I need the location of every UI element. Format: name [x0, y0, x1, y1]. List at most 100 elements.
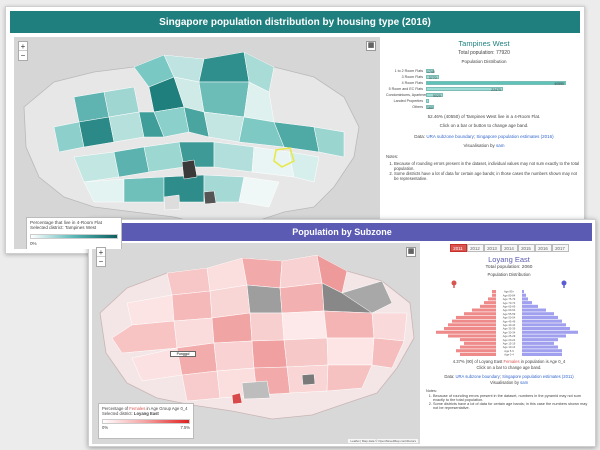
- housing-bar-row[interactable]: 3 Room Flats 3770: [386, 74, 582, 80]
- male-bar[interactable]: [522, 297, 528, 301]
- female-bar[interactable]: [456, 349, 496, 353]
- credit-link[interactable]: sam: [520, 380, 529, 385]
- year-tab-2015[interactable]: 2015: [517, 244, 535, 252]
- data-prefix: Data:: [414, 134, 426, 139]
- data-link-population[interactable]: Singapore population estimates (2011): [502, 374, 574, 379]
- female-bar[interactable]: [460, 352, 496, 356]
- legend-line1-pre: Percentage of: [102, 406, 130, 411]
- male-bar[interactable]: [522, 323, 566, 327]
- age-band-label: Age 60-64: [503, 308, 516, 312]
- notes-list: Because of rounding errors present in th…: [394, 161, 582, 181]
- female-icon: [451, 280, 457, 288]
- housing-legend-line2: Selected district: Tampines West: [30, 225, 97, 230]
- housing-hint: Click on a bar or button to change age b…: [439, 123, 529, 128]
- housing-bar-row[interactable]: Landed Properties: [386, 98, 582, 104]
- housing-bar-label: 4 Room Flats: [401, 81, 423, 85]
- male-bar[interactable]: [522, 304, 538, 308]
- year-tab-2016[interactable]: 2016: [534, 244, 552, 252]
- housing-bar-label: 3 Room Flats: [401, 75, 423, 79]
- male-bar[interactable]: [522, 301, 532, 305]
- male-bar[interactable]: [522, 290, 524, 294]
- map-hover-tooltip: Punggol: [170, 351, 196, 357]
- male-bar[interactable]: [522, 352, 562, 356]
- female-bar[interactable]: [460, 345, 496, 349]
- notes: Notes: Because of rounding errors presen…: [424, 389, 594, 410]
- year-tab-2014[interactable]: 2014: [500, 244, 518, 252]
- female-bar[interactable]: [464, 341, 496, 345]
- housing-bar[interactable]: 22470: [426, 87, 503, 92]
- housing-bar-label: Condominiums, Apartments: [386, 93, 426, 97]
- housing-bar[interactable]: 160: [426, 105, 434, 110]
- female-bar[interactable]: [444, 327, 496, 331]
- age-band-label: Age 50-54: [503, 316, 516, 320]
- female-bar[interactable]: [492, 290, 496, 294]
- housing-bar-row[interactable]: Others 160: [386, 104, 582, 110]
- female-bar[interactable]: [452, 319, 496, 323]
- housing-info-panel: Tampines West Total population: 77920 Po…: [386, 37, 582, 251]
- female-bar[interactable]: [448, 334, 496, 338]
- year-tab-2012[interactable]: 2012: [466, 244, 484, 252]
- note-item: Some districts have a lot of data for ce…: [394, 171, 582, 181]
- female-bar[interactable]: [464, 312, 496, 316]
- male-bar[interactable]: [522, 341, 554, 345]
- male-bar[interactable]: [522, 349, 562, 353]
- subzone-map[interactable]: + − ▦: [92, 243, 420, 444]
- housing-bar-row[interactable]: 1 to 2 Room Flats 1740: [386, 68, 582, 74]
- credit: Visualisation by sam: [386, 143, 582, 148]
- female-bar[interactable]: [484, 301, 496, 305]
- male-bar[interactable]: [522, 308, 546, 312]
- data-link-population[interactable]: Singapore population estimates (2016): [476, 134, 554, 139]
- male-bar[interactable]: [522, 319, 562, 323]
- housing-bar[interactable]: 40550: [426, 81, 566, 86]
- year-tab-2017[interactable]: 2017: [551, 244, 569, 252]
- male-bar[interactable]: [522, 338, 558, 342]
- data-link-boundary[interactable]: URA subzone boundary: [455, 374, 500, 379]
- male-bar[interactable]: [522, 345, 558, 349]
- male-bar[interactable]: [522, 327, 570, 331]
- total-population: Total population: 2060: [485, 265, 533, 270]
- age-band-label: Age 55-59: [503, 312, 516, 316]
- notes-title: Notes:: [386, 154, 399, 159]
- male-bar[interactable]: [522, 330, 578, 334]
- housing-map[interactable]: + − ▦: [14, 37, 380, 249]
- housing-bar[interactable]: 5020: [426, 93, 443, 98]
- housing-bar-row[interactable]: 4 Room Flats 40550: [386, 80, 582, 86]
- housing-bar-row[interactable]: Condominiums, Apartments 5020: [386, 92, 582, 98]
- zoom-out-button[interactable]: −: [98, 257, 104, 266]
- female-bar[interactable]: [492, 293, 496, 297]
- notes: Notes: Because of rounding errors presen…: [386, 154, 582, 181]
- age-band-label: Age 5-9: [504, 349, 514, 353]
- year-tab-2013[interactable]: 2013: [483, 244, 501, 252]
- subzone-title: Population by Subzone: [292, 227, 392, 237]
- male-bar[interactable]: [522, 312, 554, 316]
- housing-bar[interactable]: 3770: [426, 75, 439, 80]
- zoom-out-button[interactable]: −: [20, 51, 26, 60]
- red-gradient-scale: [102, 419, 190, 424]
- layers-icon[interactable]: ▦: [366, 41, 376, 51]
- layers-icon[interactable]: ▦: [406, 247, 416, 257]
- map-attribution[interactable]: Leaflet | Map data © OpenStreetMap contr…: [348, 439, 418, 443]
- data-link-boundary[interactable]: URA subzone boundary: [426, 134, 474, 139]
- female-bar[interactable]: [436, 330, 496, 334]
- subzone-legend-line1: Percentage of Females in Age Group Age 0…: [102, 406, 190, 411]
- female-bar[interactable]: [456, 315, 496, 319]
- zoom-in-button[interactable]: +: [97, 248, 105, 257]
- age-band-label: Age 30-34: [503, 330, 516, 334]
- zoom-in-button[interactable]: +: [19, 42, 27, 51]
- credit-link[interactable]: sam: [495, 143, 505, 148]
- housing-bar[interactable]: [426, 99, 429, 103]
- housing-bar-row[interactable]: 5 Room and EC Flats 22470: [386, 86, 582, 92]
- housing-bar[interactable]: 1740: [426, 69, 435, 74]
- female-bar[interactable]: [488, 297, 496, 301]
- female-bar[interactable]: [460, 338, 496, 342]
- male-bar[interactable]: [522, 315, 558, 319]
- age-band-label: Age 35-39: [503, 327, 516, 331]
- female-bar[interactable]: [448, 323, 496, 327]
- year-tab-2011[interactable]: 2011: [449, 244, 467, 252]
- female-bar[interactable]: [480, 304, 496, 308]
- male-bar[interactable]: [522, 293, 526, 297]
- subzone-window: Population by Subzone + − ▦: [88, 219, 596, 447]
- male-bar[interactable]: [522, 334, 566, 338]
- female-bar[interactable]: [472, 308, 496, 312]
